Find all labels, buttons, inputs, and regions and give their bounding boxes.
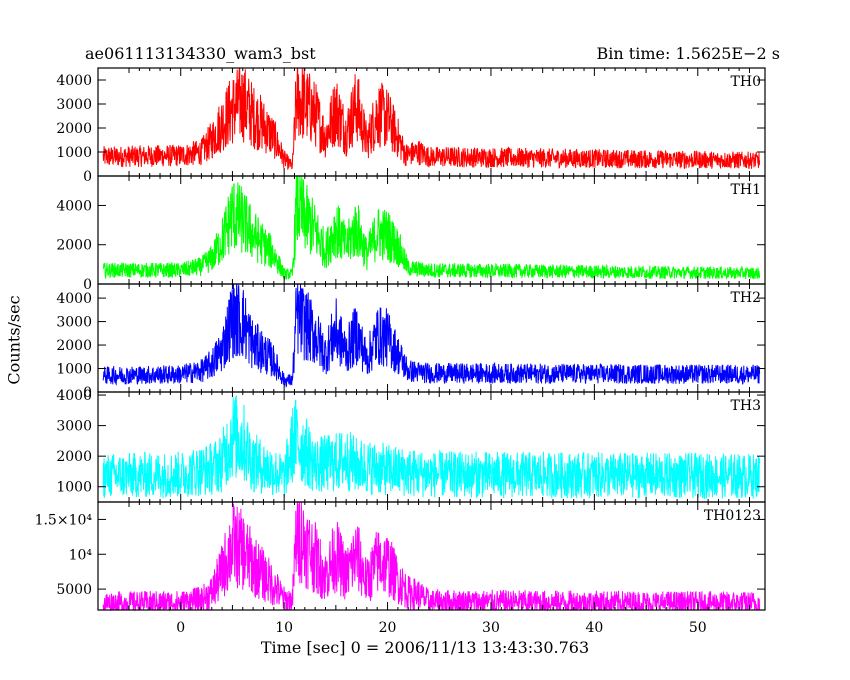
y-tick-label: 5000	[56, 582, 92, 598]
series-line-th3	[102, 395, 761, 500]
y-axis-label: Counts/sec	[4, 295, 24, 385]
x-tick-label: 50	[689, 620, 707, 636]
y-tick-label: 3000	[56, 419, 92, 435]
y-tick-label: 4000	[56, 198, 92, 214]
y-tick-label: 2000	[56, 449, 92, 465]
y-tick-label: 3000	[56, 97, 92, 113]
y-tick-label: 2000	[56, 338, 92, 354]
panel-label-th2: TH2	[731, 290, 761, 306]
y-tick-label: 2000	[56, 238, 92, 254]
y-tick-label: 10⁴	[69, 547, 93, 563]
y-tick-label: 0	[83, 169, 92, 185]
y-tick-label: 0	[83, 277, 92, 293]
x-tick-label: 30	[482, 620, 500, 636]
y-tick-label: 4000	[56, 291, 92, 307]
y-tick-label: 1000	[56, 145, 92, 161]
series-line-th0123	[102, 501, 761, 612]
y-tick-label: 1000	[56, 480, 92, 496]
series-line-th1	[102, 175, 761, 280]
y-tick-label: 2000	[56, 121, 92, 137]
x-tick-label: 40	[585, 620, 603, 636]
x-tick-label: 20	[379, 620, 397, 636]
series-line-th0	[102, 67, 761, 170]
y-tick-label: 3000	[56, 315, 92, 331]
series-line-th2	[102, 283, 761, 388]
panel-label-th0: TH0	[731, 74, 761, 90]
panel-label-th0123: TH0123	[704, 508, 761, 524]
x-tick-label: 0	[176, 620, 185, 636]
panel-label-th1: TH1	[731, 182, 761, 198]
y-tick-label: 4000	[56, 388, 92, 404]
bin-time-label: Bin time: 1.5625E−2 s	[596, 44, 780, 63]
y-tick-label: 1.5×10⁴	[35, 512, 93, 528]
y-tick-label: 0	[83, 385, 92, 401]
y-tick-label: 4000	[56, 73, 92, 89]
y-tick-label: 1000	[56, 362, 92, 378]
panel-frame-th0123	[97, 501, 766, 611]
panel-label-th3: TH3	[731, 398, 761, 414]
x-tick-label: 10	[275, 620, 293, 636]
x-axis-label: Time [sec] 0 = 2006/11/13 13:43:30.763	[260, 638, 590, 657]
chart-title: ae061113134330_wam3_bst	[85, 44, 316, 63]
